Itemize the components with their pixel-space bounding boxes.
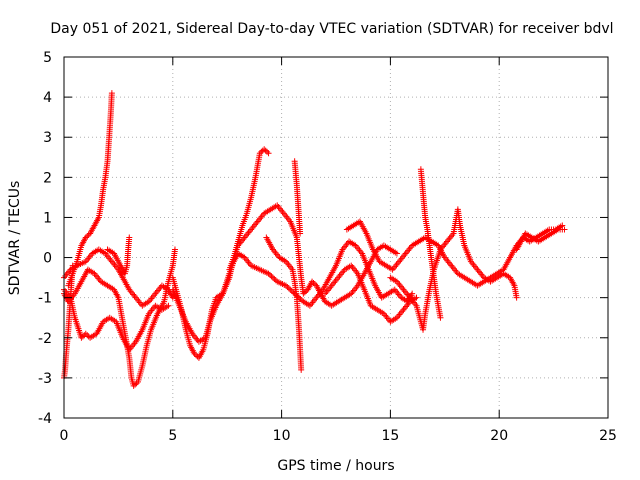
data-point-marker: [165, 302, 172, 309]
data-point-marker: [191, 350, 198, 357]
chart-title: Day 051 of 2021, Sidereal Day-to-day VTE…: [50, 21, 613, 37]
data-point-marker: [69, 262, 76, 269]
grid-lines: [64, 57, 608, 418]
data-point-marker: [310, 279, 317, 286]
data-point-marker: [269, 274, 276, 281]
data-point-marker: [271, 275, 278, 282]
data-point-marker: [262, 147, 269, 154]
data-point-marker: [82, 234, 89, 241]
data-point-marker: [108, 90, 115, 97]
data-point-marker: [258, 148, 265, 155]
series-F: [104, 234, 133, 277]
data-points: [61, 90, 568, 389]
y-tick-label: 3: [43, 130, 52, 146]
y-tick-label: -1: [38, 291, 52, 307]
data-point-marker: [84, 332, 91, 339]
data-point-marker: [294, 293, 301, 300]
data-point-marker: [288, 287, 295, 294]
x-tick-label: 20: [490, 428, 508, 444]
data-point-marker: [193, 352, 200, 359]
series-P: [513, 226, 568, 253]
data-point-marker: [126, 234, 133, 241]
data-point-marker: [79, 333, 86, 340]
data-point-marker: [513, 294, 520, 301]
series-J: [263, 234, 305, 373]
y-tick-label: 5: [43, 50, 52, 66]
data-point-marker: [284, 283, 291, 290]
y-tick-label: -2: [38, 331, 52, 347]
data-point-marker: [409, 290, 416, 297]
y-tick-label: 2: [43, 170, 52, 186]
data-point-marker: [297, 296, 304, 303]
data-point-marker: [298, 297, 305, 304]
data-point-marker: [256, 150, 263, 157]
data-point-marker: [272, 277, 279, 284]
data-point-marker: [266, 271, 273, 278]
data-point-marker: [561, 226, 568, 233]
y-tick-label: -4: [38, 411, 52, 427]
data-point-marker: [133, 380, 140, 387]
x-tick-label: 10: [273, 428, 291, 444]
data-point-marker: [287, 286, 294, 293]
data-point-marker: [285, 285, 292, 292]
series-N: [387, 206, 520, 333]
data-point-marker: [300, 290, 307, 297]
x-tick-label: 15: [381, 428, 399, 444]
series-O: [322, 262, 420, 325]
data-point-marker: [413, 294, 420, 301]
data-point-marker: [171, 246, 178, 253]
data-point-marker: [82, 330, 89, 337]
x-tick-label: 5: [168, 428, 177, 444]
data-point-marker: [309, 278, 316, 285]
data-point-marker: [437, 314, 444, 321]
series-H: [169, 146, 272, 361]
data-point-marker: [393, 250, 400, 257]
y-tick-label: 0: [43, 251, 52, 267]
plot-border: [63, 56, 609, 419]
axis-ticks: 0 5 10 15 20 25 -4 -3 -2 -1 0 1 2 3 4 5: [38, 50, 617, 444]
data-point-marker: [264, 148, 271, 155]
data-point-marker: [130, 382, 137, 389]
data-point-marker: [298, 366, 305, 373]
data-point-marker: [290, 289, 297, 296]
series-M: [417, 166, 444, 321]
data-point-marker: [261, 146, 268, 153]
data-point-marker: [268, 273, 275, 280]
data-point-marker: [78, 334, 85, 341]
data-point-marker: [265, 270, 272, 277]
y-tick-label: 1: [43, 210, 52, 226]
x-tick-label: 0: [60, 428, 69, 444]
x-tick-label: 25: [599, 428, 617, 444]
y-axis-label: SDTVAR / TECUs: [7, 181, 23, 296]
data-point-marker: [282, 282, 289, 289]
y-tick-label: -3: [38, 371, 52, 387]
data-point-marker: [84, 233, 91, 240]
data-point-marker: [265, 150, 272, 157]
y-tick-label: 4: [43, 90, 52, 106]
x-axis-label: GPS time / hours: [277, 458, 394, 474]
data-point-marker: [301, 289, 308, 296]
data-point-marker: [297, 230, 304, 237]
data-point-marker: [132, 381, 139, 388]
series-K: [291, 158, 304, 237]
